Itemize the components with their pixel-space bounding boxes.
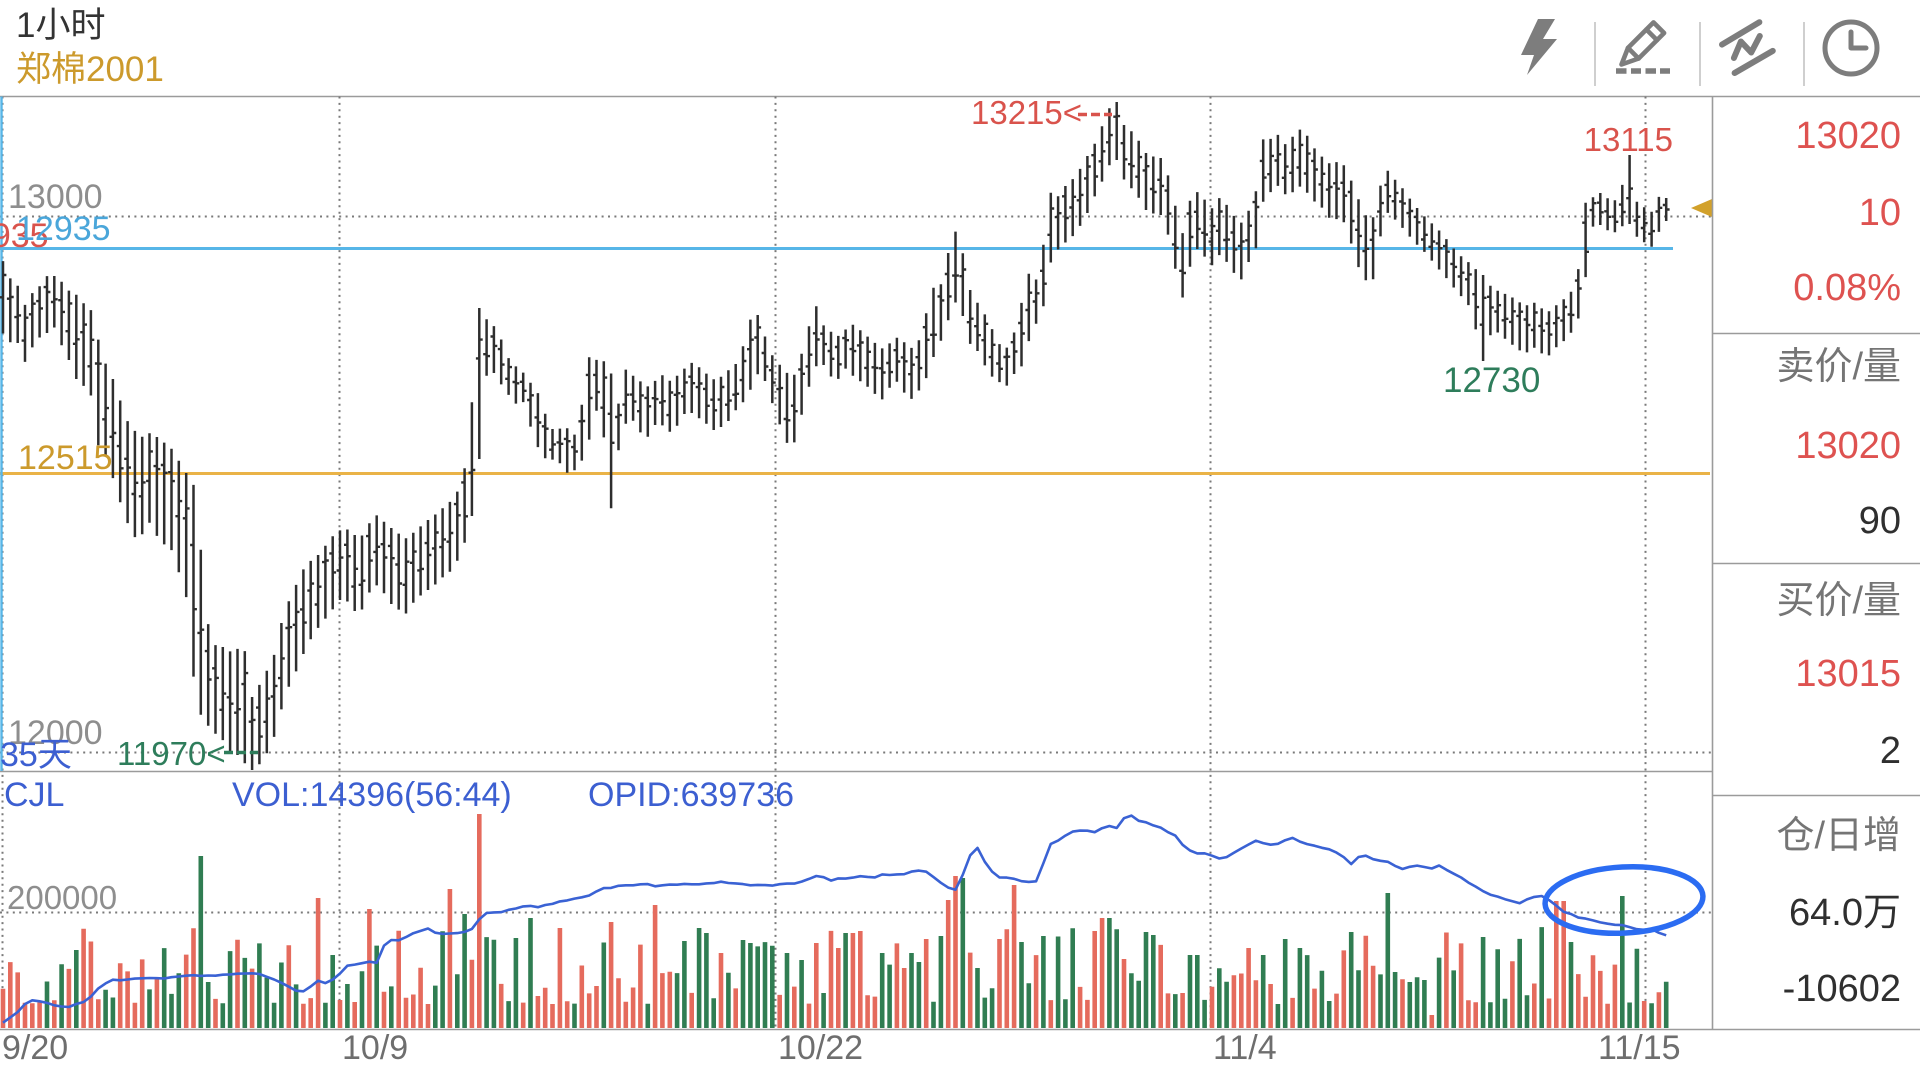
svg-text:-10602: -10602 — [1783, 968, 1901, 1010]
svg-text:13215<: 13215< — [971, 94, 1082, 131]
svg-text:10/22: 10/22 — [778, 1029, 863, 1067]
svg-text:12515: 12515 — [18, 439, 113, 477]
svg-text:13115: 13115 — [1584, 121, 1673, 158]
svg-text:11970<: 11970< — [117, 735, 226, 772]
svg-text:64.0万: 64.0万 — [1789, 892, 1901, 934]
svg-text:13000: 13000 — [8, 178, 103, 216]
svg-text:90: 90 — [1859, 500, 1901, 542]
svg-text:OPID:639736: OPID:639736 — [588, 776, 794, 814]
svg-text:11/15: 11/15 — [1598, 1029, 1681, 1067]
svg-text:11/4: 11/4 — [1213, 1029, 1277, 1067]
svg-text:郑棉2001: 郑棉2001 — [16, 50, 164, 89]
svg-text:2: 2 — [1880, 730, 1901, 772]
svg-text:12935: 12935 — [0, 217, 49, 255]
svg-text:卖价/量: 卖价/量 — [1776, 346, 1901, 388]
svg-text:12730: 12730 — [1443, 361, 1540, 400]
svg-text:12935: 12935 — [16, 210, 111, 248]
svg-text:35天: 35天 — [0, 736, 72, 774]
svg-text:0.08%: 0.08% — [1793, 267, 1901, 309]
svg-text:1小时: 1小时 — [16, 6, 105, 45]
svg-text:13020: 13020 — [1795, 425, 1901, 467]
svg-text:13015: 13015 — [1795, 653, 1901, 695]
svg-text:9/20: 9/20 — [2, 1029, 68, 1067]
svg-text:仓/日增: 仓/日增 — [1776, 815, 1901, 857]
svg-text:200000: 200000 — [7, 879, 117, 916]
svg-text:买价/量: 买价/量 — [1776, 580, 1901, 622]
svg-text:13020: 13020 — [1795, 115, 1901, 157]
svg-text:10: 10 — [1859, 192, 1901, 234]
svg-text:12000: 12000 — [8, 714, 103, 752]
svg-text:CJL: CJL — [4, 776, 64, 814]
svg-text:VOL:14396(56:44): VOL:14396(56:44) — [232, 776, 512, 814]
svg-text:10/9: 10/9 — [342, 1029, 408, 1067]
